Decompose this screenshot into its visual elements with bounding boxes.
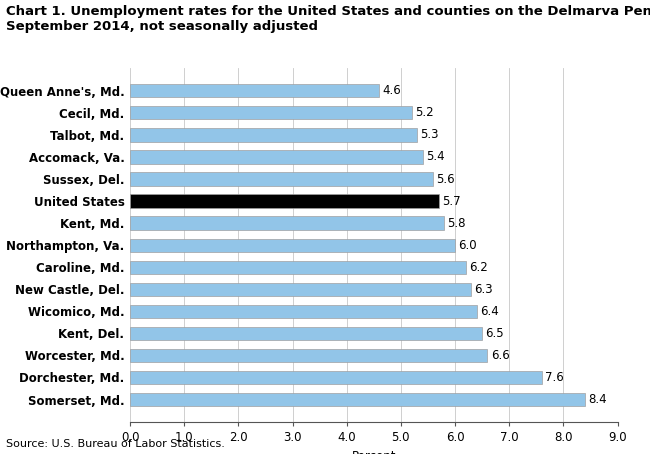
X-axis label: Percent: Percent xyxy=(352,450,396,454)
Text: September 2014, not seasonally adjusted: September 2014, not seasonally adjusted xyxy=(6,20,318,34)
Bar xyxy=(130,371,541,384)
Text: 5.6: 5.6 xyxy=(437,173,455,186)
Text: 6.5: 6.5 xyxy=(486,327,504,340)
Bar xyxy=(130,128,417,142)
Bar xyxy=(130,84,379,98)
Bar xyxy=(130,194,439,207)
Text: 6.3: 6.3 xyxy=(474,283,493,296)
Text: 5.2: 5.2 xyxy=(415,106,434,119)
Text: 8.4: 8.4 xyxy=(588,393,607,406)
Bar xyxy=(130,217,444,230)
Bar xyxy=(130,238,455,252)
Bar xyxy=(130,261,466,274)
Bar xyxy=(130,173,434,186)
Text: 5.8: 5.8 xyxy=(447,217,466,230)
Text: Chart 1. Unemployment rates for the United States and counties on the Delmarva P: Chart 1. Unemployment rates for the Unit… xyxy=(6,5,650,18)
Bar xyxy=(130,106,411,119)
Bar xyxy=(130,150,422,163)
Text: 7.6: 7.6 xyxy=(545,371,564,384)
Bar xyxy=(130,283,471,296)
Text: 5.7: 5.7 xyxy=(442,195,461,207)
Bar xyxy=(130,393,585,406)
Text: 6.4: 6.4 xyxy=(480,305,499,318)
Text: 5.4: 5.4 xyxy=(426,150,445,163)
Text: 4.6: 4.6 xyxy=(382,84,401,97)
Bar xyxy=(130,327,482,340)
Bar xyxy=(130,305,476,318)
Text: 6.6: 6.6 xyxy=(491,349,510,362)
Text: 5.3: 5.3 xyxy=(421,128,439,141)
Bar xyxy=(130,349,488,362)
Text: 6.2: 6.2 xyxy=(469,261,488,274)
Text: Source: U.S. Bureau of Labor Statistics.: Source: U.S. Bureau of Labor Statistics. xyxy=(6,439,226,449)
Text: 6.0: 6.0 xyxy=(458,239,477,252)
